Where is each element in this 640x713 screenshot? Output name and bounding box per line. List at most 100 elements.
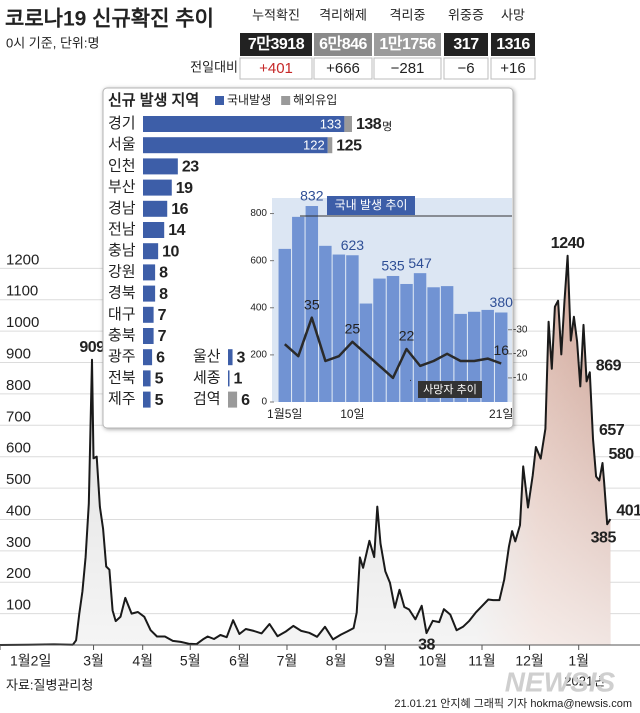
bar-total-label: 3: [237, 349, 246, 366]
category-label: 경북: [108, 285, 136, 302]
bar-total-label: 23: [182, 159, 199, 176]
y-tick-label: 200: [250, 350, 267, 361]
x-tick-label: 6월: [229, 653, 250, 669]
bar-segment: [143, 137, 328, 154]
x-tick-label: 10일: [340, 407, 364, 421]
stat-value-box: [491, 33, 535, 56]
category-label: 대구: [108, 306, 136, 323]
bar-total-label: 19: [176, 180, 193, 197]
x-tick-label: 7월: [277, 653, 298, 669]
bar-total-label: 7: [158, 328, 167, 345]
y-tick-label: 900: [6, 346, 31, 363]
unit-label: 명: [382, 120, 392, 133]
bar-total-label: 6: [241, 392, 250, 409]
stat-change-box: [373, 57, 442, 80]
stat-change-box: [490, 57, 536, 80]
stat-name: 누적확진: [252, 7, 300, 22]
bar-total-label: 5: [155, 371, 164, 388]
y-tick-label: 200: [6, 565, 31, 582]
x-tick-label: 1월2일: [10, 653, 51, 669]
y-tick-label: 400: [250, 302, 267, 313]
trend-bar: [413, 273, 427, 402]
data-label: 580: [608, 446, 634, 463]
stat-name: 격리중: [390, 7, 426, 22]
x-tick-label: 5월: [180, 653, 201, 669]
category-label: 전북: [108, 369, 136, 386]
bar-total-label: 125: [336, 137, 362, 154]
data-label: 909: [79, 339, 105, 356]
bar-segment: [143, 243, 159, 260]
stat-value: 1만1756: [379, 35, 436, 53]
trend-bar: [346, 255, 359, 402]
bar-segment: [228, 349, 233, 366]
stat-name: 사망: [501, 7, 525, 22]
series-label-box: [327, 196, 415, 215]
stat-name: 격리해제: [319, 7, 367, 22]
bar-segment: [143, 200, 168, 217]
bar-segment: [228, 370, 230, 387]
stat-change-box: [443, 57, 489, 80]
trend-bar: [495, 312, 508, 402]
series-label: 국내 발생 추이: [335, 198, 408, 212]
bar-inner-label: 122: [303, 138, 325, 153]
bar-segment: [143, 328, 154, 344]
bar-total-label: 6: [156, 349, 165, 366]
y-tick-label: 600: [250, 255, 267, 266]
trend-bar: [440, 286, 454, 402]
data-label: 657: [599, 422, 625, 439]
x-tick-label: 12월: [515, 653, 543, 669]
x-tick-label: 1월: [568, 653, 589, 669]
stat-value-box: [240, 33, 312, 56]
stat-name: 위중증: [448, 7, 484, 22]
bar-inner-label: 133: [320, 116, 342, 131]
bar-total-label: 7: [158, 307, 167, 324]
y-tick-label: 800: [6, 377, 31, 394]
title: 코로나19 신규확진 추이: [5, 8, 214, 31]
bar-segment: [228, 391, 238, 408]
bar-value-label: 547: [408, 255, 432, 271]
credit: 21.01.21 안지혜 그래픽 기자 hokma@newsis.com: [394, 697, 632, 710]
stat-value: 7만3918: [248, 35, 305, 53]
bar-total-label: 14: [168, 222, 185, 239]
line-value-label: 25: [345, 320, 361, 336]
bar-segment: [143, 158, 178, 175]
y2-tick-label: -20: [513, 348, 528, 359]
category-label: 제주: [108, 391, 136, 408]
y-tick-label: 400: [6, 502, 31, 519]
death-line: [283, 316, 502, 380]
bar-value-label: 380: [490, 294, 514, 310]
category-label: 충북: [108, 327, 136, 344]
subtitle: 0시 기준, 단위:명: [6, 35, 99, 50]
bar-total-label: 1: [234, 371, 243, 388]
category-label: 검역: [193, 391, 221, 408]
stat-value-box: [444, 33, 488, 56]
bar-segment: [327, 137, 333, 154]
x-tick-label: 1월5일: [267, 407, 302, 421]
y-tick-label: 1200: [6, 251, 39, 268]
category-label: 충남: [108, 242, 136, 259]
x-tick-label: 10월: [419, 653, 447, 669]
trend-bar: [467, 311, 481, 402]
bar-total-label: 138: [356, 116, 382, 133]
x-tick-label: 8월: [326, 653, 347, 669]
data-label: 385: [591, 529, 617, 546]
legend-label: 국내발생: [227, 93, 271, 107]
x-tick-label: 3월: [83, 653, 104, 669]
line-value-label: 16: [493, 342, 509, 358]
bar-segment: [143, 179, 172, 196]
legend-label: 해외유입: [293, 93, 337, 107]
bar-total-label: 10: [162, 243, 179, 260]
x-tick-label: 9월: [375, 653, 396, 669]
stats-row-label: 전일대비: [190, 59, 238, 74]
bar-value-label: 623: [341, 237, 365, 253]
bar-value-label: 832: [300, 188, 324, 204]
data-label: 1240: [551, 235, 585, 252]
category-label: 경기: [108, 115, 136, 132]
y-tick-label: 700: [6, 408, 31, 425]
bar-segment: [143, 391, 151, 408]
category-label: 전남: [108, 221, 136, 238]
stat-change: +16: [500, 60, 525, 77]
category-label: 세종: [193, 369, 221, 386]
